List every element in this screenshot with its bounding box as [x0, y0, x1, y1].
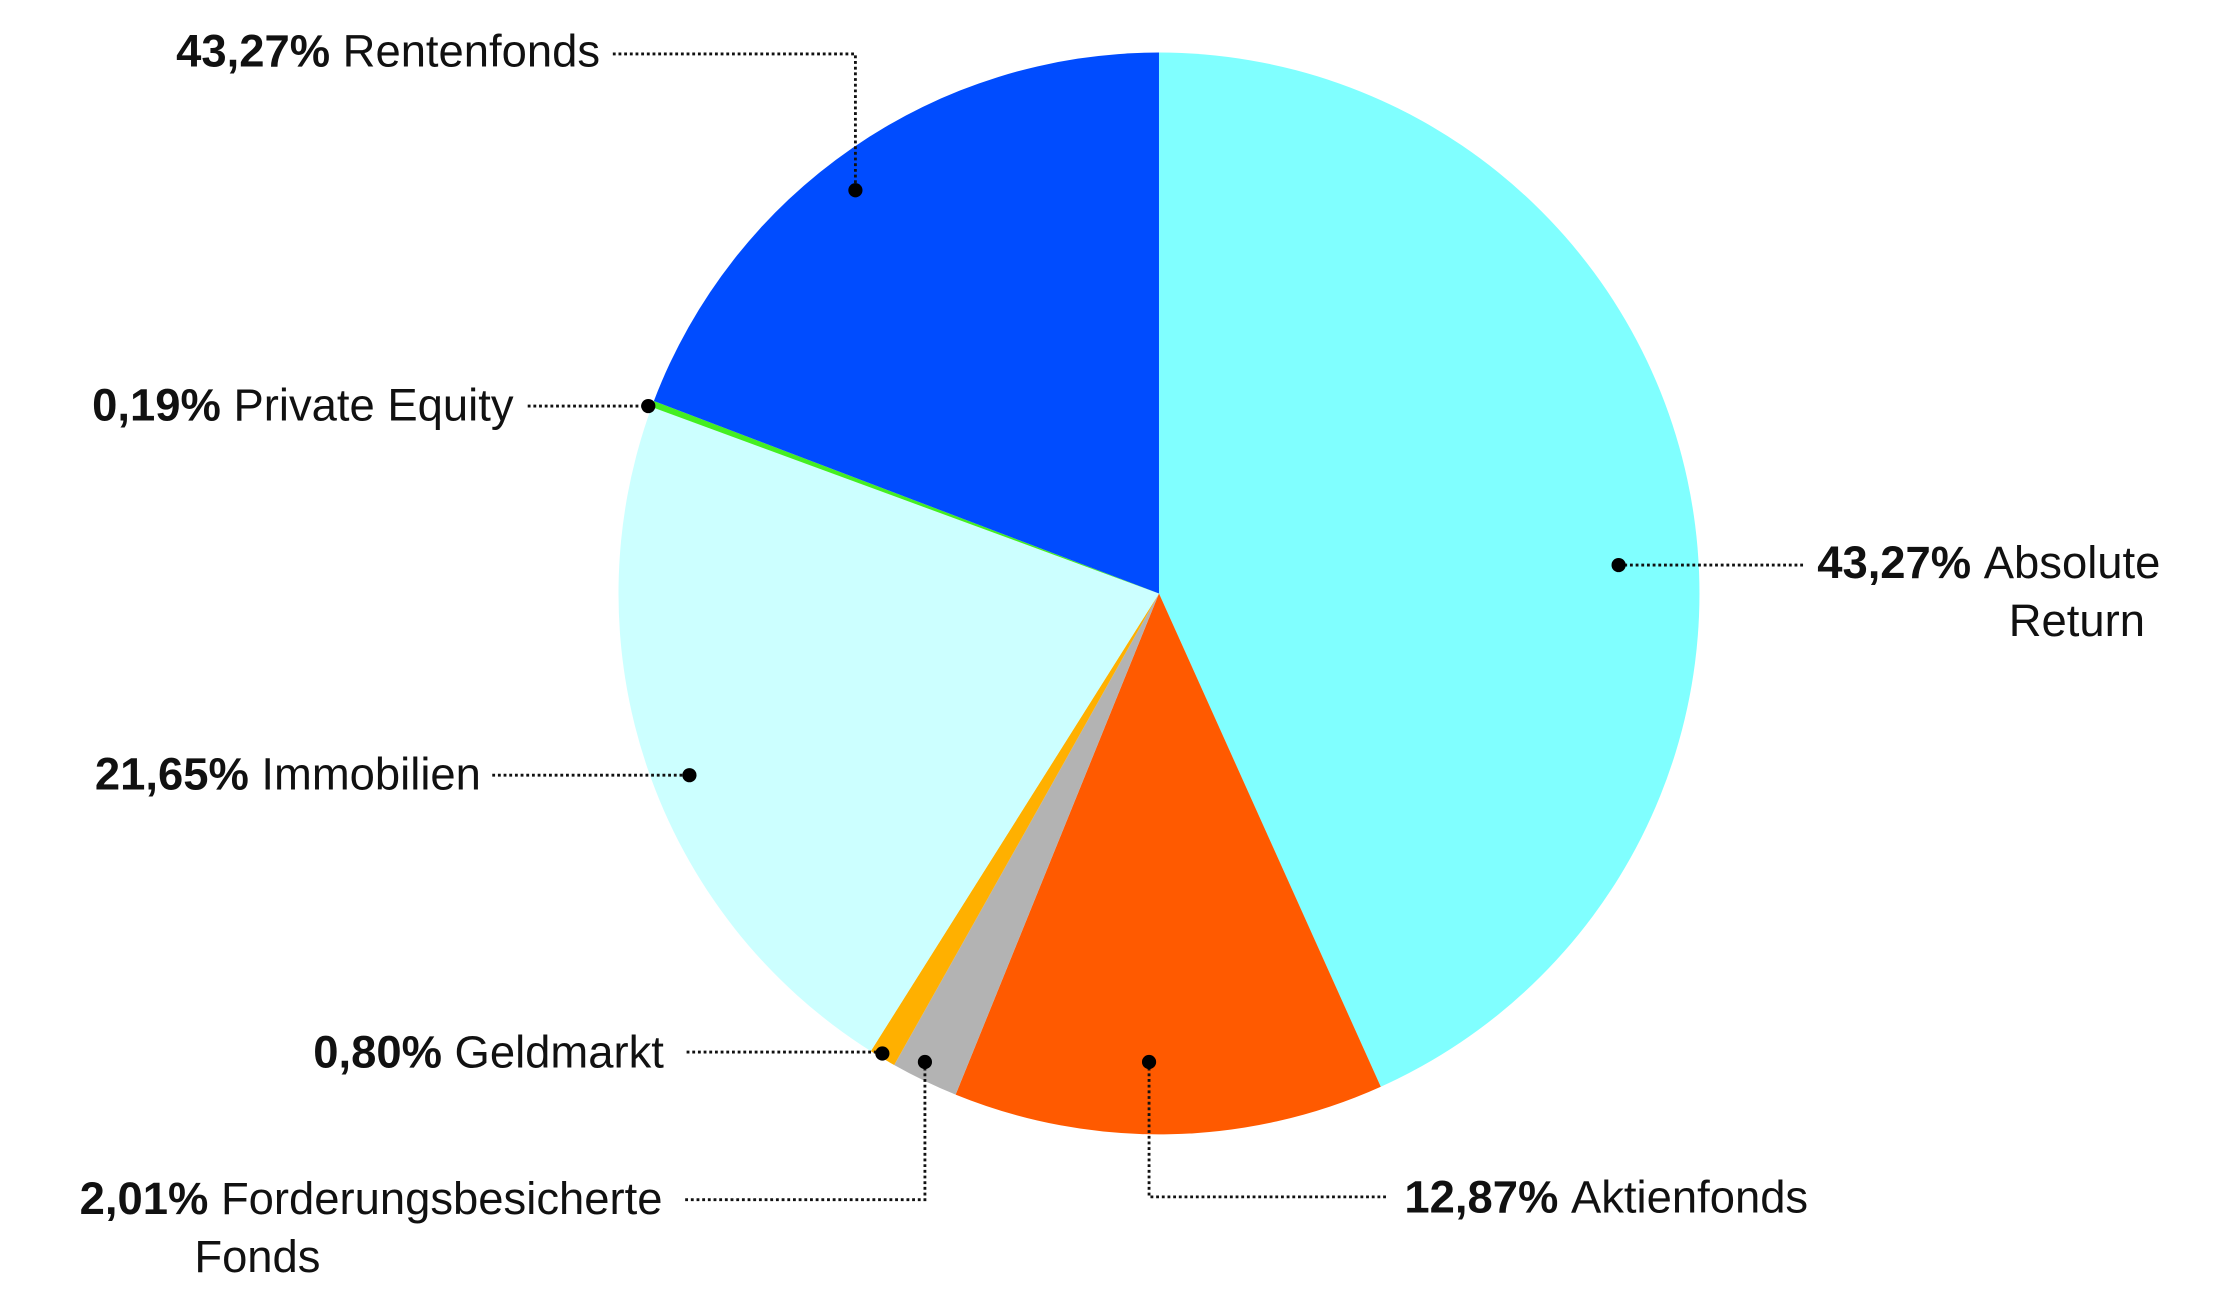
pie-slice-private-equity [651, 400, 1159, 594]
leader-rentenfonds [612, 52, 857, 191]
pie-slice-aktienfonds [955, 593, 1381, 1135]
label-absolute-return: 43,27% Absolute [1817, 537, 2160, 588]
pie-slice-immobilien [618, 407, 1159, 1052]
label-geldmarkt: 0,80% Geldmarkt [313, 1027, 664, 1078]
leader-lines [492, 52, 1805, 1202]
dot-aktienfonds [1141, 1054, 1157, 1070]
label-forderungsbesicherte-line2: Fonds [194, 1231, 320, 1282]
pie-slice-rentenfonds [653, 52, 1159, 594]
label-aktienfonds: 12,87% Aktienfonds [1404, 1171, 1808, 1222]
dot-forderungsbesicherte [917, 1054, 933, 1070]
leader-forderungsbesicherte [685, 1061, 927, 1202]
dot-immobilien [682, 768, 697, 783]
pie-slices [618, 52, 1700, 1135]
dot-private-equity [641, 398, 656, 414]
dot-rentenfonds [848, 183, 863, 198]
label-absolute-return-line2: Return [2009, 595, 2145, 646]
dot-absolute-return [1611, 557, 1626, 573]
pie-slice-geldmarkt [870, 593, 1159, 1066]
label-private-equity: 0,19% Private Equity [92, 379, 514, 430]
pie-slice-absolute-return [1158, 52, 1700, 1087]
label-rentenfonds: 43,27% Rentenfonds [176, 26, 600, 77]
pie-slice-forderungsbesicherte-fonds [894, 593, 1159, 1095]
dot-geldmarkt [875, 1046, 890, 1061]
label-forderungsbesicherte: 2,01% Forderungsbesicherte [80, 1173, 663, 1224]
label-immobilien: 21,65% Immobilien [95, 748, 481, 799]
